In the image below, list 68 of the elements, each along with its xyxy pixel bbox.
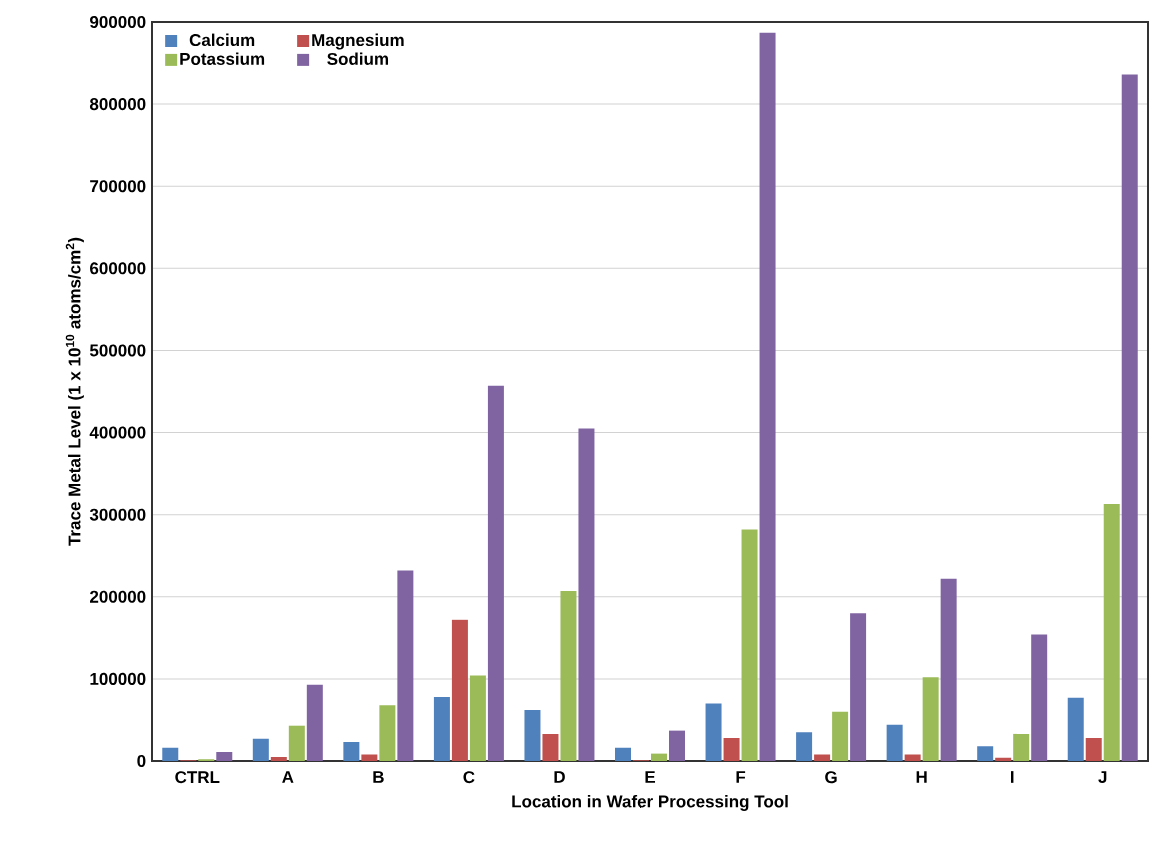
bar: [379, 705, 396, 761]
bar: [940, 578, 957, 761]
y-tick-label: 900000: [90, 15, 146, 29]
bar: [723, 738, 740, 761]
x-tick-label: CTRL: [175, 771, 220, 784]
x-tick-label: C: [463, 771, 475, 784]
x-tick-label: A: [282, 771, 294, 783]
bar: [1103, 503, 1120, 761]
bar: [1121, 74, 1138, 761]
bar: [361, 754, 378, 761]
legend-label: Sodium: [327, 52, 389, 65]
bar: [542, 733, 559, 761]
bar: [904, 754, 921, 761]
x-tick-label: G: [825, 771, 837, 784]
bar: [487, 385, 504, 761]
bar: [1013, 733, 1030, 761]
bar: [469, 675, 486, 761]
y-tick-label: 600000: [90, 262, 146, 275]
bar: [651, 753, 668, 761]
bar: [578, 428, 595, 761]
bar: [343, 742, 360, 761]
bar: [796, 732, 813, 761]
y-tick-label: 800000: [89, 98, 146, 111]
y-tick-label: 200000: [90, 590, 146, 603]
bar: [705, 703, 722, 761]
x-tick-label: D: [554, 771, 565, 783]
bar: [669, 730, 686, 761]
bar: [850, 613, 867, 761]
bar: [1085, 738, 1102, 761]
bar: [995, 757, 1012, 761]
bar: [1067, 697, 1084, 761]
y-tick-label: 700000: [90, 180, 146, 193]
y-tick-label: 400000: [89, 426, 146, 439]
bar: [759, 32, 776, 761]
y-tick-label: 100000: [90, 672, 146, 685]
x-tick-label: F: [736, 771, 746, 783]
y-tick-label: 300000: [89, 508, 146, 521]
bar: [216, 751, 233, 761]
x-axis-title: Location in Wafer Processing Tool: [512, 794, 788, 811]
x-tick-label: J: [1098, 771, 1107, 783]
bar: [162, 747, 179, 761]
bar: [560, 591, 577, 761]
y-tick-label: 500000: [89, 344, 146, 357]
bar: [615, 747, 631, 761]
bar: [832, 711, 849, 761]
bar: [524, 710, 541, 761]
bar: [814, 754, 831, 761]
bar: [433, 696, 450, 761]
bar: [741, 529, 758, 761]
y-axis-title: Trace Metal Level (1 x 10$^{10}$ atoms/cm$^{2}$): [65, 237, 84, 546]
x-tick-label: H: [916, 771, 927, 783]
legend-label: Calcium: [189, 33, 255, 47]
y-tick-label: 0: [137, 754, 146, 768]
bar: [252, 738, 269, 761]
bar: [270, 756, 287, 761]
bar: [886, 724, 903, 761]
bar: [306, 684, 323, 761]
x-tick-label: B: [373, 771, 384, 783]
x-tick-label: E: [645, 771, 656, 783]
legend-label: Potassium: [180, 52, 265, 65]
bar: [922, 677, 939, 761]
x-tick-label: I: [1010, 771, 1014, 783]
legend-label: Magnesium: [312, 33, 404, 50]
bar: [1031, 634, 1048, 761]
bar: [288, 725, 305, 761]
bar: [977, 746, 994, 761]
bar: [397, 570, 414, 761]
bar: [451, 619, 468, 761]
